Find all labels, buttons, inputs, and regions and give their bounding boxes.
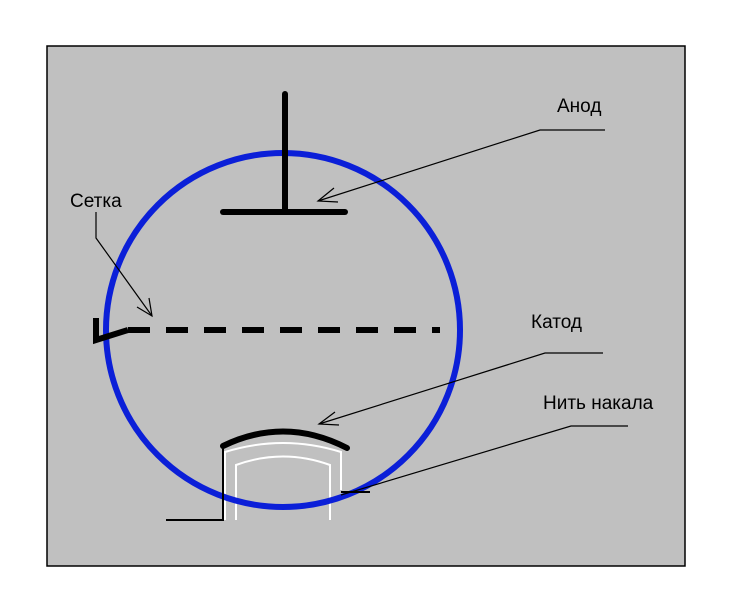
cathode-leader [318,352,603,425]
label-grid: Сетка [70,191,122,212]
filament-outer [235,455,331,520]
anode [220,91,348,215]
label-filament: Нить накала [543,393,654,414]
filament [224,442,342,520]
grid-leader [95,212,153,317]
anode-callout: Анод [316,96,605,203]
grid-callout: Сетка [70,191,153,318]
cathode-arrowhead [317,411,340,426]
anode-arrowhead [316,187,339,203]
cathode-callout: Катод [317,312,603,426]
filament-leader [340,425,628,496]
diagram-panel [46,45,686,567]
grid-lead [93,318,129,345]
grid [93,318,440,345]
anode-leader [317,129,605,202]
grid-arrowhead [136,297,153,318]
label-cathode: Катод [531,312,582,333]
label-anode: Анод [557,96,601,117]
filament-inner [224,442,342,520]
cathode [220,428,350,451]
cathode-lead-wire [166,449,224,521]
cathode-lead [166,449,224,521]
filament-callout: Нить накала [340,393,654,496]
